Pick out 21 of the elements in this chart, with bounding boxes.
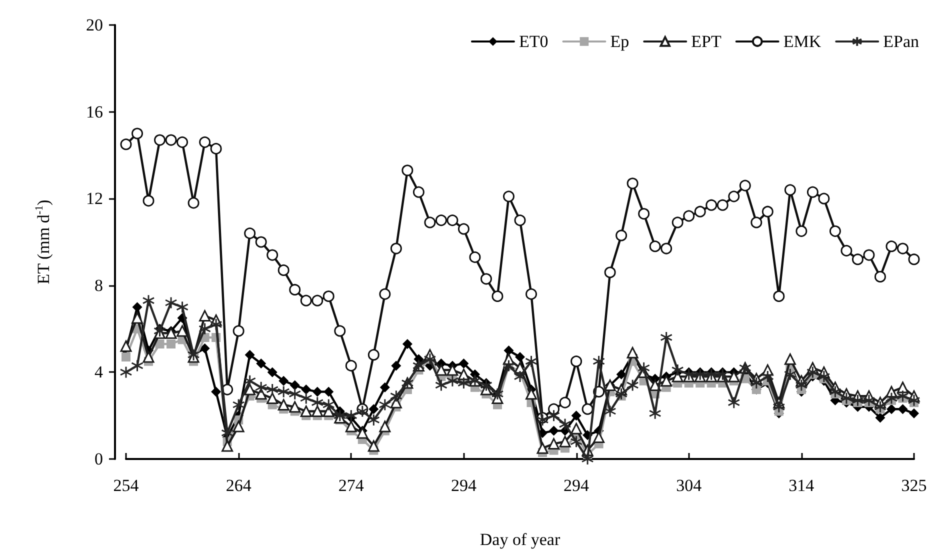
y-axis-title: ET (mm d-1) (34, 200, 53, 284)
x-tick-label: 254 (113, 476, 140, 495)
legend-label: ET0 (518, 32, 548, 51)
x-tick-label: 325 (901, 476, 927, 495)
legend-label: EPT (691, 32, 722, 51)
x-tick-label: 264 (226, 476, 252, 495)
y-tick-label: 12 (86, 189, 103, 208)
legend-label: Ep (610, 32, 630, 51)
y-tick-label: 16 (86, 102, 103, 122)
x-tick-label: 274 (338, 476, 364, 495)
legend-label: EPan (883, 32, 920, 51)
legend-label: EMK (783, 32, 822, 51)
y-tick-label: 0 (94, 450, 103, 468)
x-tick-label: 304 (676, 476, 702, 495)
y-tick-label: 20 (86, 16, 103, 34)
y-tick-label: 4 (94, 362, 104, 382)
x-tick-label: 294 (450, 476, 477, 495)
x-tick-label: 294 (564, 476, 590, 495)
x-tick-label: 314 (788, 476, 815, 495)
x-axis-title: Day of year (480, 530, 560, 549)
y-tick-label: 8 (94, 276, 103, 295)
